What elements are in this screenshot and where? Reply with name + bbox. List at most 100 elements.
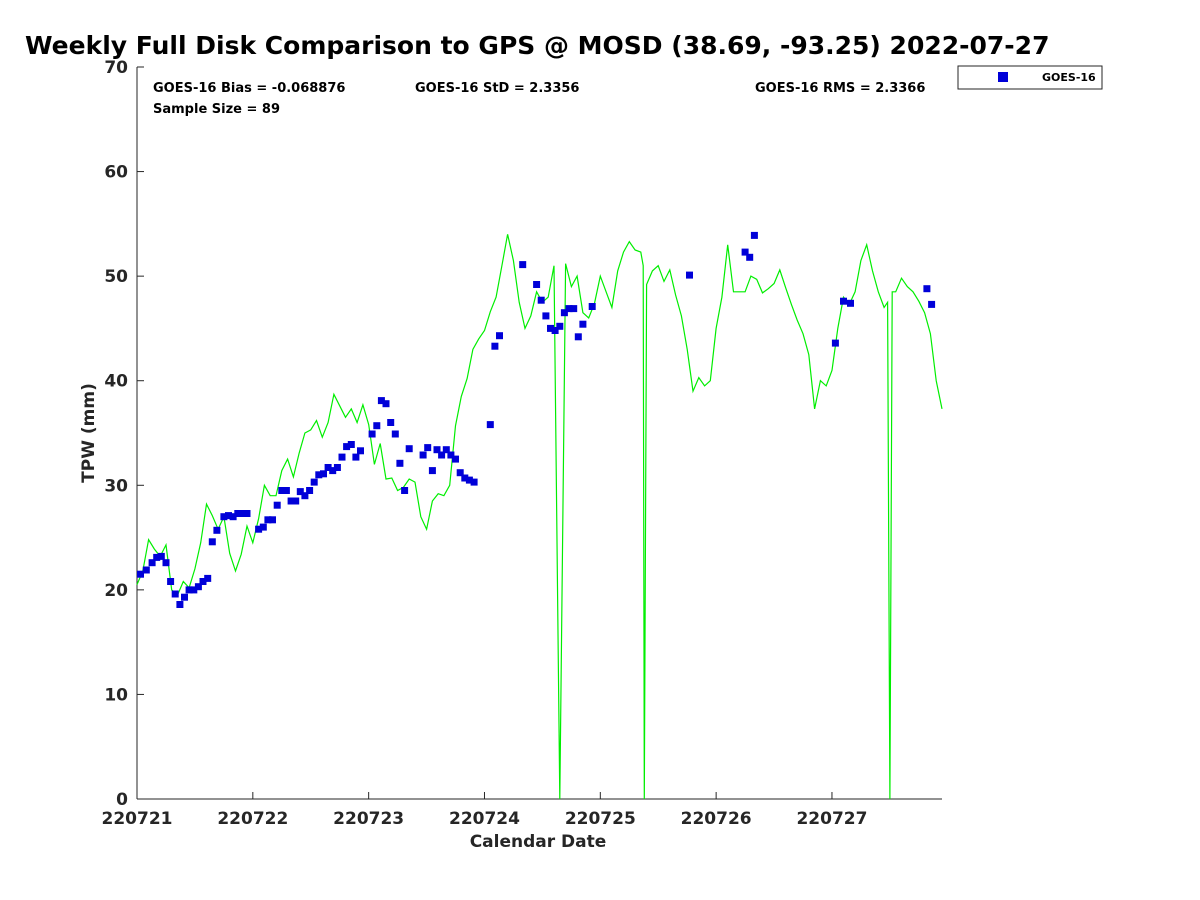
data-point-goes-16: [542, 312, 550, 320]
data-point-goes-16: [491, 342, 499, 350]
legend-marker-goes16: [998, 72, 1008, 82]
y-tick-label: 60: [104, 163, 128, 183]
sample-size-stat: Sample Size = 89: [153, 102, 280, 117]
data-point-goes-16: [320, 470, 327, 478]
data-point-goes-16: [496, 332, 503, 340]
y-tick-label: 0: [116, 790, 128, 810]
data-point-goes-16: [301, 492, 309, 500]
data-point-goes-16: [347, 441, 355, 448]
plot-area: [136, 67, 942, 800]
data-point-goes-16: [153, 553, 161, 561]
data-point-goes-16: [746, 253, 754, 261]
legend-label-goes16: GOES-16: [1042, 71, 1096, 84]
data-point-goes-16: [465, 476, 473, 484]
data-point-goes-16: [588, 303, 596, 310]
data-point-goes-16: [315, 471, 323, 479]
data-point-goes-16: [213, 526, 221, 534]
y-tick-label: 30: [104, 476, 128, 496]
legend-box: [957, 65, 1103, 90]
data-point-goes-16: [428, 467, 436, 475]
y-tick-label: 20: [104, 581, 128, 601]
x-axis-label: Calendar Date: [470, 832, 607, 852]
data-point-goes-16: [234, 510, 242, 517]
data-point-goes-16: [220, 513, 228, 521]
x-tick-label: 220726: [681, 809, 752, 829]
data-point-goes-16: [831, 339, 839, 347]
data-point-goes-16: [486, 421, 494, 429]
data-point-goes-16: [225, 512, 232, 520]
rms-stat: GOES-16 RMS = 2.3366: [755, 81, 925, 96]
std-stat: GOES-16 StD = 2.3356: [415, 81, 579, 96]
legend: GOES-16: [957, 65, 1103, 90]
series-lines: [136, 234, 943, 800]
data-point-goes-16: [556, 322, 564, 330]
y-tick-label: 10: [104, 685, 128, 705]
data-point-goes-16: [560, 309, 568, 317]
data-point-goes-16: [387, 419, 395, 426]
data-point-goes-16: [470, 478, 478, 486]
data-point-goes-16: [264, 516, 272, 524]
y-tick-label: 50: [104, 267, 128, 287]
data-point-goes-16: [396, 459, 404, 467]
data-point-goes-16: [176, 601, 184, 608]
data-point-goes-16: [533, 281, 541, 288]
data-point-goes-16: [273, 501, 281, 509]
data-point-goes-16: [296, 488, 304, 496]
data-point-goes-16: [452, 455, 459, 463]
data-point-goes-16: [456, 469, 464, 477]
data-point-goes-16: [343, 443, 351, 451]
data-point-goes-16: [438, 451, 446, 459]
data-point-goes-16: [310, 478, 318, 486]
data-point-goes-16: [292, 497, 300, 505]
data-point-goes-16: [181, 593, 188, 601]
data-point-goes-16: [171, 590, 179, 598]
data-point-goes-16: [923, 285, 931, 293]
data-point-goes-16: [194, 583, 202, 591]
y-axis-label: TPW (mm): [79, 383, 99, 483]
data-point-goes-16: [338, 453, 346, 461]
y-tick-label: 70: [104, 58, 128, 78]
data-point-goes-16: [243, 510, 251, 517]
data-point-goes-16: [324, 464, 332, 471]
data-point-goes-16: [391, 430, 399, 438]
data-point-goes-16: [447, 451, 455, 459]
data-point-goes-16: [278, 487, 286, 494]
data-point-goes-16: [373, 422, 381, 430]
data-point-goes-16: [847, 299, 854, 307]
x-tick-label: 220723: [333, 809, 404, 829]
data-point-goes-16: [574, 333, 582, 341]
y-tick-label: 40: [104, 372, 128, 392]
x-tick-label: 220724: [449, 809, 520, 829]
data-point-goes-16: [157, 552, 165, 560]
data-point-goes-16: [750, 231, 758, 239]
data-point-goes-16: [401, 487, 409, 494]
bias-stat: GOES-16 Bias = -0.068876: [153, 81, 345, 96]
data-point-goes-16: [547, 324, 554, 332]
data-point-goes-16: [433, 446, 441, 454]
data-point-goes-16: [306, 487, 314, 494]
data-point-goes-16: [148, 559, 156, 567]
data-point-goes-16: [570, 305, 578, 313]
x-tick-label: 220727: [796, 809, 867, 829]
data-point-goes-16: [259, 523, 267, 531]
data-point-goes-16: [840, 297, 847, 305]
data-point-goes-16: [255, 525, 263, 533]
data-point-goes-16: [565, 305, 573, 313]
data-point-goes-16: [204, 574, 212, 582]
chart-title: Weekly Full Disk Comparison to GPS @ MOS…: [25, 31, 1049, 60]
data-point-goes-16: [419, 451, 427, 459]
data-point-goes-16: [686, 271, 693, 279]
data-point-goes-16: [142, 566, 150, 574]
data-point-goes-16: [282, 487, 290, 494]
data-point-goes-16: [185, 586, 193, 594]
data-point-goes-16: [190, 586, 198, 594]
data-point-goes-16: [199, 578, 207, 585]
data-point-goes-16: [519, 261, 527, 269]
data-point-goes-16: [357, 447, 364, 455]
data-point-goes-16: [377, 397, 385, 405]
data-point-goes-16: [333, 464, 341, 471]
x-tick-label: 220725: [565, 809, 636, 829]
data-point-goes-16: [461, 474, 469, 482]
data-point-goes-16: [329, 467, 337, 475]
